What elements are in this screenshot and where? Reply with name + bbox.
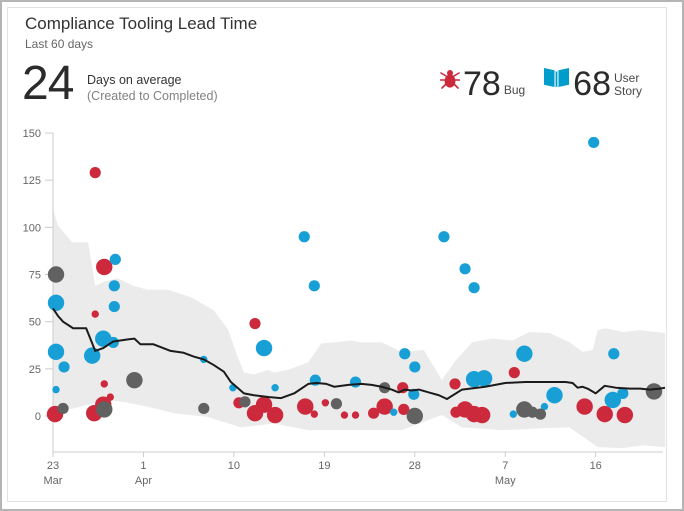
work-item-point-other[interactable]	[57, 402, 69, 415]
work-item-point-other[interactable]	[126, 371, 143, 389]
work-item-point-user_story[interactable]	[298, 231, 310, 243]
x-tick-label: 16	[590, 460, 602, 472]
work-item-point-bug[interactable]	[376, 398, 393, 415]
work-item-point-user_story[interactable]	[617, 387, 629, 399]
work-item-point-bug[interactable]	[576, 398, 593, 415]
work-item-point-bug[interactable]	[297, 398, 314, 415]
work-item-point-user_story[interactable]	[349, 376, 362, 388]
work-item-point-bug[interactable]	[321, 399, 330, 407]
work-item-point-user_story[interactable]	[52, 385, 60, 394]
work-item-point-bug[interactable]	[449, 378, 461, 390]
bug-count-value: 78	[462, 65, 501, 103]
work-item-point-other[interactable]	[47, 266, 65, 283]
work-item-point-bug[interactable]	[596, 405, 613, 423]
work-item-point-user_story[interactable]	[389, 408, 398, 416]
work-item-point-user_story[interactable]	[588, 136, 600, 149]
work-item-point-user_story[interactable]	[608, 348, 620, 360]
work-item-point-bug[interactable]	[508, 367, 520, 379]
average-days-sublabel: (Created to Completed)	[87, 89, 218, 103]
work-item-point-bug[interactable]	[89, 167, 101, 179]
x-month-label: Mar	[44, 475, 63, 487]
x-tick-label: 28	[409, 460, 421, 472]
work-item-point-other[interactable]	[330, 398, 343, 410]
widget-title: Compliance Tooling Lead Time	[25, 14, 258, 33]
work-item-point-user_story[interactable]	[408, 388, 420, 400]
work-item-point-other[interactable]	[198, 402, 210, 415]
bug-count-group: 78 Bug	[439, 65, 526, 103]
work-item-point-user_story[interactable]	[546, 387, 563, 404]
work-item-point-user_story[interactable]	[95, 330, 112, 347]
work-item-point-user_story[interactable]	[108, 280, 120, 292]
work-item-point-other[interactable]	[406, 407, 423, 425]
work-item-point-user_story[interactable]	[509, 410, 517, 418]
user-story-count-label: User Story	[614, 70, 643, 98]
x-tick-label: 10	[228, 460, 240, 472]
work-item-point-user_story[interactable]	[58, 361, 70, 373]
average-days-value: 24	[22, 57, 74, 110]
widget-subtitle: Last 60 days	[25, 37, 94, 51]
work-item-point-other[interactable]	[239, 396, 251, 408]
book-icon	[543, 66, 570, 94]
work-item-point-user_story[interactable]	[604, 391, 621, 409]
x-tick-label: 1	[140, 460, 146, 472]
work-item-point-user_story[interactable]	[516, 345, 533, 362]
work-item-point-bug[interactable]	[249, 317, 261, 330]
work-item-point-bug[interactable]	[96, 258, 113, 276]
y-tick-label: 75	[29, 269, 41, 281]
x-tick-label: 7	[502, 460, 508, 472]
work-item-point-user_story[interactable]	[255, 339, 273, 357]
x-tick-label: 19	[318, 460, 330, 472]
rolling-average-line	[52, 307, 666, 401]
user-story-count-group: 68 User Story	[543, 66, 648, 101]
work-item-point-user_story[interactable]	[109, 253, 121, 266]
work-item-point-user_story[interactable]	[409, 361, 421, 373]
work-item-point-bug[interactable]	[367, 407, 380, 419]
average-days-label: Days on average	[87, 73, 182, 87]
y-tick-label: 150	[23, 128, 41, 140]
work-item-point-user_story[interactable]	[47, 294, 65, 311]
y-tick-label: 125	[23, 175, 41, 187]
work-item-point-bug[interactable]	[616, 406, 634, 424]
y-tick-label: 50	[29, 317, 41, 329]
work-item-point-user_story[interactable]	[475, 370, 493, 387]
y-tick-label: 25	[29, 364, 41, 376]
work-item-point-bug[interactable]	[100, 380, 108, 388]
std-dev-band	[53, 208, 666, 449]
user-story-count-value: 68	[573, 65, 611, 103]
average-days-labels: Days on average (Created to Completed)	[87, 72, 218, 104]
work-item-point-bug[interactable]	[473, 406, 491, 424]
work-item-point-bug[interactable]	[310, 410, 318, 418]
x-month-label: Apr	[135, 475, 152, 487]
work-item-point-bug[interactable]	[351, 411, 360, 419]
bug-icon	[439, 68, 461, 94]
work-item-point-user_story[interactable]	[438, 231, 450, 243]
work-item-point-bug[interactable]	[398, 403, 410, 415]
work-item-point-bug[interactable]	[255, 396, 273, 413]
x-tick-label: 23	[47, 460, 59, 472]
work-item-point-bug[interactable]	[106, 393, 114, 401]
work-item-point-user_story[interactable]	[47, 343, 65, 361]
work-item-point-other[interactable]	[96, 401, 113, 418]
work-item-point-bug[interactable]	[266, 406, 284, 424]
work-item-point-user_story[interactable]	[271, 383, 279, 392]
work-item-point-user_story[interactable]	[459, 263, 471, 275]
work-item-point-user_story[interactable]	[108, 300, 120, 313]
work-item-point-other[interactable]	[645, 383, 663, 400]
y-tick-label: 100	[23, 222, 41, 234]
work-item-point-bug[interactable]	[91, 310, 99, 318]
work-item-point-user_story[interactable]	[399, 348, 411, 360]
x-month-label: May	[495, 475, 516, 487]
work-item-point-user_story[interactable]	[540, 402, 549, 411]
work-item-point-bug[interactable]	[340, 411, 349, 419]
work-item-point-user_story[interactable]	[468, 282, 480, 294]
bug-count-label: Bug	[503, 83, 526, 97]
work-item-point-other[interactable]	[534, 408, 547, 420]
work-item-counts: 78 Bug 68 User Story	[439, 65, 648, 103]
work-item-point-user_story[interactable]	[308, 280, 320, 292]
y-tick-label: 0	[35, 411, 41, 423]
